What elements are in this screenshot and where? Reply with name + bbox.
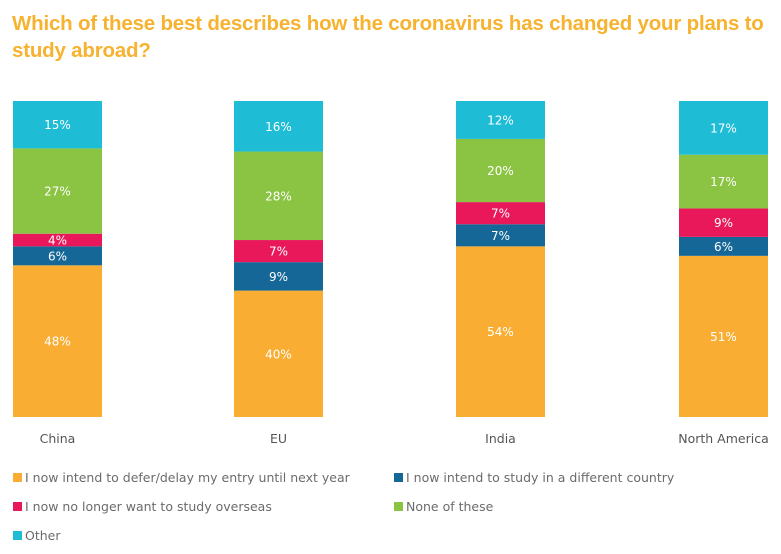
data-label-eu-3: 28% — [265, 189, 292, 203]
data-label-north-america-3: 17% — [710, 175, 737, 189]
bar-segment-north-america-4 — [679, 101, 768, 155]
data-label-china-0: 48% — [44, 335, 71, 349]
bar-segment-north-america-3 — [679, 154, 768, 209]
data-label-eu-2: 7% — [269, 245, 288, 259]
chart-title: Which of these best describes how the co… — [12, 12, 764, 62]
bar-segment-india-1 — [456, 224, 545, 247]
bar-segment-north-america-2 — [679, 208, 768, 237]
data-label-eu-1: 9% — [269, 270, 288, 284]
bar-segment-china-2 — [13, 233, 102, 247]
legend-label: Other — [25, 528, 61, 543]
legend-swatch-defer — [13, 473, 22, 482]
legend-item-none: None of these — [394, 499, 493, 514]
legend-label: I now no longer want to study overseas — [25, 499, 272, 514]
bar-segment-china-3 — [13, 148, 102, 234]
data-label-china-3: 27% — [44, 185, 71, 199]
legend-item-defer: I now intend to defer/delay my entry unt… — [13, 470, 350, 485]
bar-segment-eu-2 — [234, 240, 323, 263]
data-label-india-4: 12% — [487, 113, 514, 127]
legend-swatch-none — [394, 502, 403, 511]
data-label-india-2: 7% — [491, 207, 510, 221]
bar-segment-india-2 — [456, 202, 545, 225]
data-label-china-2: 4% — [48, 234, 67, 248]
data-label-north-america-4: 17% — [710, 121, 737, 135]
category-label-eu: EU — [270, 431, 287, 446]
legend-item-different-country: I now intend to study in a different cou… — [394, 470, 674, 485]
data-label-north-america-0: 51% — [710, 330, 737, 344]
data-label-india-0: 54% — [487, 325, 514, 339]
category-label-china: China — [40, 431, 76, 446]
bar-segment-china-0 — [13, 265, 102, 417]
bar-segment-eu-1 — [234, 262, 323, 291]
legend-swatch-different-country — [394, 473, 403, 482]
bar-segment-north-america-0 — [679, 255, 768, 417]
legend-item-other: Other — [13, 528, 61, 543]
bar-segment-india-4 — [456, 101, 545, 139]
data-label-india-3: 20% — [487, 164, 514, 178]
category-label-india: India — [485, 431, 516, 446]
bar-segment-china-4 — [13, 101, 102, 149]
bar-segment-china-1 — [13, 246, 102, 266]
stacked-bar-chart: 48%6%4%27%15%China40%9%7%28%16%EU54%7%7%… — [13, 101, 769, 446]
data-label-north-america-1: 6% — [714, 240, 733, 254]
bar-segment-india-3 — [456, 138, 545, 203]
category-label-north-america: North America — [678, 431, 769, 446]
data-label-north-america-2: 9% — [714, 216, 733, 230]
bar-segment-eu-3 — [234, 151, 323, 241]
data-label-china-1: 6% — [48, 249, 67, 263]
bar-segment-north-america-1 — [679, 236, 768, 256]
data-label-china-4: 15% — [44, 118, 71, 132]
legend-swatch-no-longer — [13, 502, 22, 511]
legend-label: I now intend to defer/delay my entry unt… — [25, 470, 350, 485]
legend-label: I now intend to study in a different cou… — [406, 470, 675, 485]
legend: I now intend to defer/delay my entry unt… — [13, 470, 773, 550]
legend-label: None of these — [406, 499, 494, 514]
legend-swatch-other — [13, 531, 22, 540]
bar-segment-india-0 — [456, 246, 545, 417]
data-label-eu-4: 16% — [265, 120, 292, 134]
bar-segment-eu-0 — [234, 290, 323, 417]
bar-segment-eu-4 — [234, 101, 323, 152]
data-label-india-1: 7% — [491, 229, 510, 243]
data-label-eu-0: 40% — [265, 347, 292, 361]
legend-item-no-longer: I now no longer want to study overseas — [13, 499, 272, 514]
